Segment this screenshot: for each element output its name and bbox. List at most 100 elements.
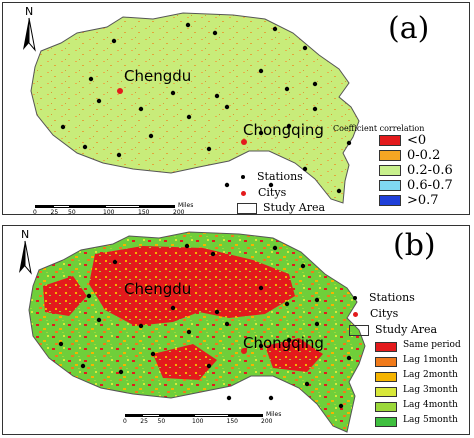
north-arrow-icon <box>23 17 36 52</box>
station-dot <box>212 30 218 36</box>
lag-map-b <box>19 231 366 433</box>
city-dot-chengdu-a <box>117 88 123 94</box>
station-dot <box>96 98 102 104</box>
station-dot <box>186 329 192 335</box>
legend-a-swatch-2 <box>379 165 401 176</box>
scale-segment <box>105 205 140 208</box>
city-label-chongqing-b: Chongqing <box>243 334 324 352</box>
scale-tick-label: 25 <box>50 209 59 215</box>
north-arrow-icon <box>19 240 32 275</box>
study-area-symbol-icon <box>349 324 369 336</box>
station-dot <box>268 182 274 188</box>
station-dot <box>302 45 308 51</box>
station-dot <box>258 130 264 136</box>
station-dot <box>302 166 308 172</box>
station-dot <box>112 259 118 265</box>
scale-tick-label: 200 <box>173 209 185 215</box>
legend-b-swatch-4 <box>375 402 397 412</box>
citys-symbol-icon <box>353 311 358 317</box>
city-dot-chongqing-a <box>241 139 247 145</box>
station-dot <box>286 123 292 129</box>
station-dot <box>118 369 124 375</box>
legend-a-label-0: <0 <box>407 133 427 148</box>
legend-a-swatch-1 <box>379 150 401 161</box>
legend-b-label-5: Lag 5month <box>403 415 458 425</box>
legend-b-label-0: Same period <box>403 340 461 350</box>
scale-segment <box>159 414 194 417</box>
scale-segment <box>194 414 229 417</box>
station-dot <box>346 355 352 361</box>
map-panel-a: N (a) Chengdu Chongqing Stations Citys S… <box>2 2 470 215</box>
station-dot <box>80 363 86 369</box>
legend-a-label-4: >0.7 <box>407 193 439 208</box>
scale-tick-label: 100 <box>103 209 115 215</box>
map-panel-b: N (b) Chengdu Chongqing Stations Citys S… <box>2 225 470 435</box>
station-dot <box>336 188 342 194</box>
station-dot <box>60 124 66 130</box>
station-dot <box>314 321 320 327</box>
legend-b-label-2: Lag 2month <box>403 370 458 380</box>
panel-label-b: (b) <box>393 228 436 263</box>
legend-a-label-3: 0.6-0.7 <box>407 178 453 193</box>
station-dot <box>258 285 264 291</box>
legend-b-swatch-3 <box>375 387 397 397</box>
study-area-b <box>28 231 366 433</box>
station-dot <box>82 144 88 150</box>
city-dot-chongqing-b <box>241 348 247 354</box>
legend-b-label-4: Lag 4month <box>403 400 458 410</box>
station-dot <box>286 337 292 343</box>
legend-a-swatch-4 <box>379 195 401 206</box>
same-period-region <box>89 246 295 326</box>
legend-b-swatch-2 <box>375 372 397 382</box>
scale-tick-label: 50 <box>157 418 166 425</box>
scale-tick-label: 0 <box>123 418 127 425</box>
scale-tick-label: 200 <box>261 418 273 425</box>
station-dot <box>185 22 191 28</box>
station-dot <box>224 321 230 327</box>
station-dot <box>206 146 212 152</box>
station-dot <box>214 93 220 99</box>
legend-study-area-b: Study Area <box>375 323 438 336</box>
station-dot <box>338 403 344 409</box>
scale-tick-label: 50 <box>68 209 76 215</box>
station-dot <box>58 341 64 347</box>
scale-tick-label: 0 <box>33 209 37 215</box>
legend-a-swatch-3 <box>379 180 401 191</box>
city-label-chengdu-a: Chengdu <box>124 67 192 85</box>
legend-citys-a: Citys <box>258 186 287 199</box>
station-dot <box>150 351 156 357</box>
scale-unit-label: Miles <box>266 411 282 418</box>
legend-citys-b: Citys <box>370 307 399 320</box>
station-dot <box>284 301 290 307</box>
legend-b-swatch-1 <box>375 357 397 367</box>
station-dot <box>224 104 230 110</box>
station-dot <box>111 38 117 44</box>
legend-b-swatch-5 <box>375 417 397 427</box>
scale-tick-label: 150 <box>226 418 238 425</box>
station-dot <box>184 243 190 249</box>
correlation-map-a <box>23 12 360 204</box>
station-dot <box>226 395 232 401</box>
station-dot <box>314 297 320 303</box>
station-dot <box>96 317 102 323</box>
north-label-b: N <box>21 228 30 241</box>
station-dots-a <box>60 22 352 194</box>
legend-title-a: Coefficient correlation <box>333 124 425 133</box>
city-label-chengdu-b: Chengdu <box>124 280 192 298</box>
legend-stations-a: Stations <box>257 170 303 183</box>
station-dot <box>148 133 154 139</box>
station-dot <box>258 343 264 349</box>
legend-stations-b: Stations <box>369 291 415 304</box>
legend-a-label-1: 0-0.2 <box>407 148 441 163</box>
scale-tick-label: 100 <box>192 418 204 425</box>
station-dot <box>272 26 278 32</box>
scale-segment <box>140 205 175 208</box>
scale-segment <box>35 205 53 208</box>
city-dot-chengdu-b <box>123 290 129 296</box>
station-dots-b <box>58 243 352 409</box>
city-label-chongqing-a: Chongqing <box>243 121 324 139</box>
legend-b-label-3: Lag 3month <box>403 385 458 395</box>
station-dot <box>206 363 212 369</box>
panel-label-a: (a) <box>388 11 430 46</box>
legend-b-label-1: Lag 1month <box>403 355 458 365</box>
